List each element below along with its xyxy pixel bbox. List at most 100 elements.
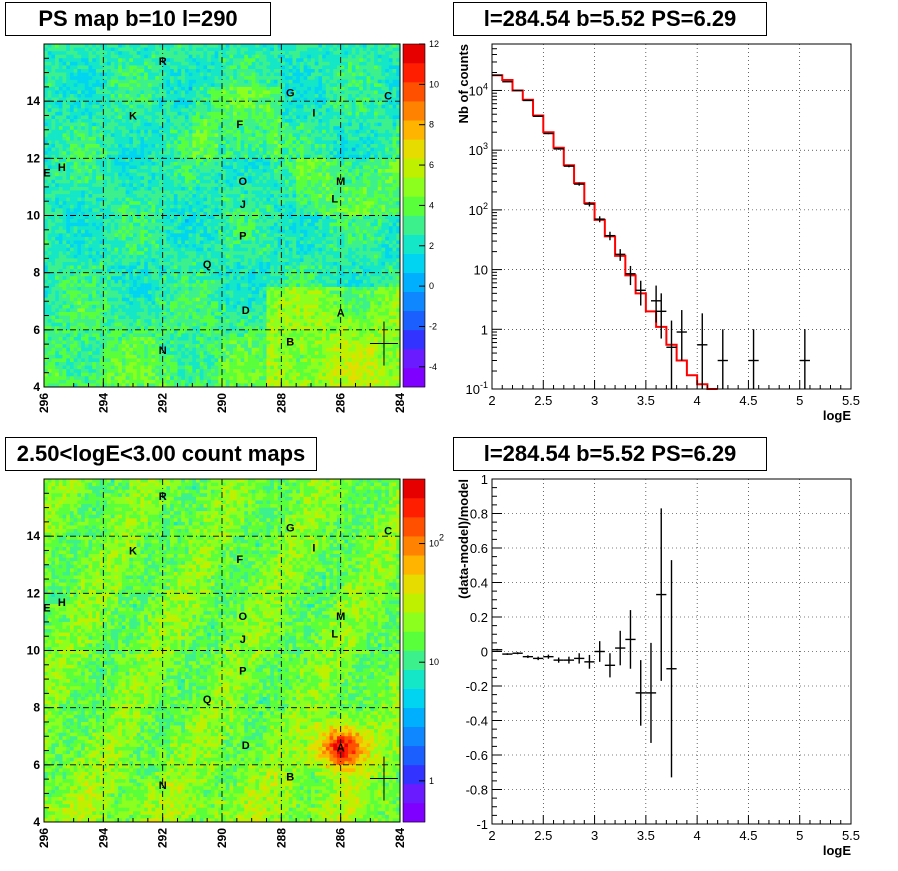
- heat-cell: [200, 169, 204, 173]
- heat-cell: [85, 144, 89, 148]
- heat-cell: [181, 80, 185, 84]
- heat-cell: [174, 190, 178, 194]
- heat-cell: [85, 69, 89, 73]
- heat-cell: [378, 176, 382, 180]
- heat-cell: [374, 76, 378, 80]
- heat-cell: [189, 183, 193, 187]
- heat-cell: [51, 73, 55, 77]
- heat-cell: [203, 165, 207, 169]
- heat-cell: [200, 194, 204, 198]
- heat-cell: [140, 176, 144, 180]
- heat-cell: [263, 219, 267, 223]
- heat-cell: [374, 173, 378, 177]
- heat-cell: [89, 219, 93, 223]
- heat-cell: [103, 90, 107, 94]
- heat-cell: [178, 216, 182, 220]
- heat-cell: [77, 115, 81, 119]
- heat-cell: [203, 62, 207, 66]
- heat-cell: [267, 133, 271, 137]
- heat-cell: [51, 112, 55, 116]
- heat-cell: [244, 87, 248, 91]
- heat-cell: [252, 119, 256, 123]
- heat-cell: [114, 51, 118, 55]
- heat-cell: [237, 133, 241, 137]
- heat-cell: [267, 176, 271, 180]
- heat-cell: [51, 183, 55, 187]
- heat-cell: [274, 226, 278, 230]
- heat-cell: [111, 130, 115, 134]
- heat-cell: [344, 62, 348, 66]
- heat-cell: [259, 151, 263, 155]
- heat-cell: [155, 90, 159, 94]
- heat-cell: [296, 173, 300, 177]
- heat-cell: [140, 201, 144, 205]
- heat-cell: [140, 130, 144, 134]
- heat-cell: [92, 194, 96, 198]
- heat-cell: [74, 51, 78, 55]
- heat-cell: [263, 176, 267, 180]
- heat-cell: [51, 230, 55, 234]
- heat-cell: [192, 133, 196, 137]
- heat-cell: [307, 162, 311, 166]
- heat-cell: [178, 80, 182, 84]
- heat-cell: [103, 80, 107, 84]
- heat-cell: [352, 65, 356, 69]
- heat-cell: [285, 201, 289, 205]
- heat-cell: [44, 90, 48, 94]
- heat-cell: [200, 119, 204, 123]
- heat-cell: [274, 90, 278, 94]
- heat-cell: [74, 58, 78, 62]
- heat-cell: [359, 76, 363, 80]
- heat-cell: [129, 69, 133, 73]
- heat-cell: [385, 119, 389, 123]
- heat-cell: [185, 198, 189, 202]
- heat-cell: [252, 226, 256, 230]
- heat-cell: [107, 48, 111, 52]
- heat-cell: [107, 94, 111, 98]
- heat-cell: [244, 94, 248, 98]
- heat-cell: [122, 83, 126, 87]
- heat-cell: [318, 123, 322, 127]
- heat-cell: [296, 76, 300, 80]
- heat-cell: [326, 130, 330, 134]
- heat-cell: [200, 180, 204, 184]
- heat-cell: [166, 158, 170, 162]
- heat-cell: [356, 108, 360, 112]
- heat-cell: [270, 165, 274, 169]
- heat-cell: [85, 205, 89, 209]
- heat-cell: [122, 151, 126, 155]
- heat-cell: [163, 133, 167, 137]
- heat-cell: [181, 158, 185, 162]
- heat-cell: [348, 183, 352, 187]
- heat-cell: [341, 112, 345, 116]
- heat-cell: [281, 226, 285, 230]
- heat-cell: [285, 226, 289, 230]
- heat-cell: [267, 51, 271, 55]
- heat-cell: [389, 219, 393, 223]
- heat-cell: [289, 73, 293, 77]
- heat-cell: [144, 165, 148, 169]
- heat-cell: [222, 201, 226, 205]
- heat-cell: [367, 190, 371, 194]
- heat-cell: [178, 158, 182, 162]
- heat-cell: [274, 169, 278, 173]
- heat-cell: [114, 144, 118, 148]
- heat-cell: [385, 83, 389, 87]
- heat-cell: [74, 137, 78, 141]
- heat-cell: [63, 212, 67, 216]
- heat-cell: [70, 133, 74, 137]
- heat-cell: [126, 133, 130, 137]
- heat-cell: [322, 101, 326, 105]
- heat-cell: [114, 169, 118, 173]
- heat-cell: [114, 101, 118, 105]
- heat-cell: [51, 51, 55, 55]
- heat-cell: [307, 58, 311, 62]
- heat-cell: [96, 187, 100, 191]
- heat-cell: [48, 148, 52, 152]
- heat-cell: [92, 83, 96, 87]
- heat-cell: [285, 216, 289, 220]
- heat-cell: [359, 216, 363, 220]
- heat-cell: [85, 123, 89, 127]
- heat-cell: [92, 183, 96, 187]
